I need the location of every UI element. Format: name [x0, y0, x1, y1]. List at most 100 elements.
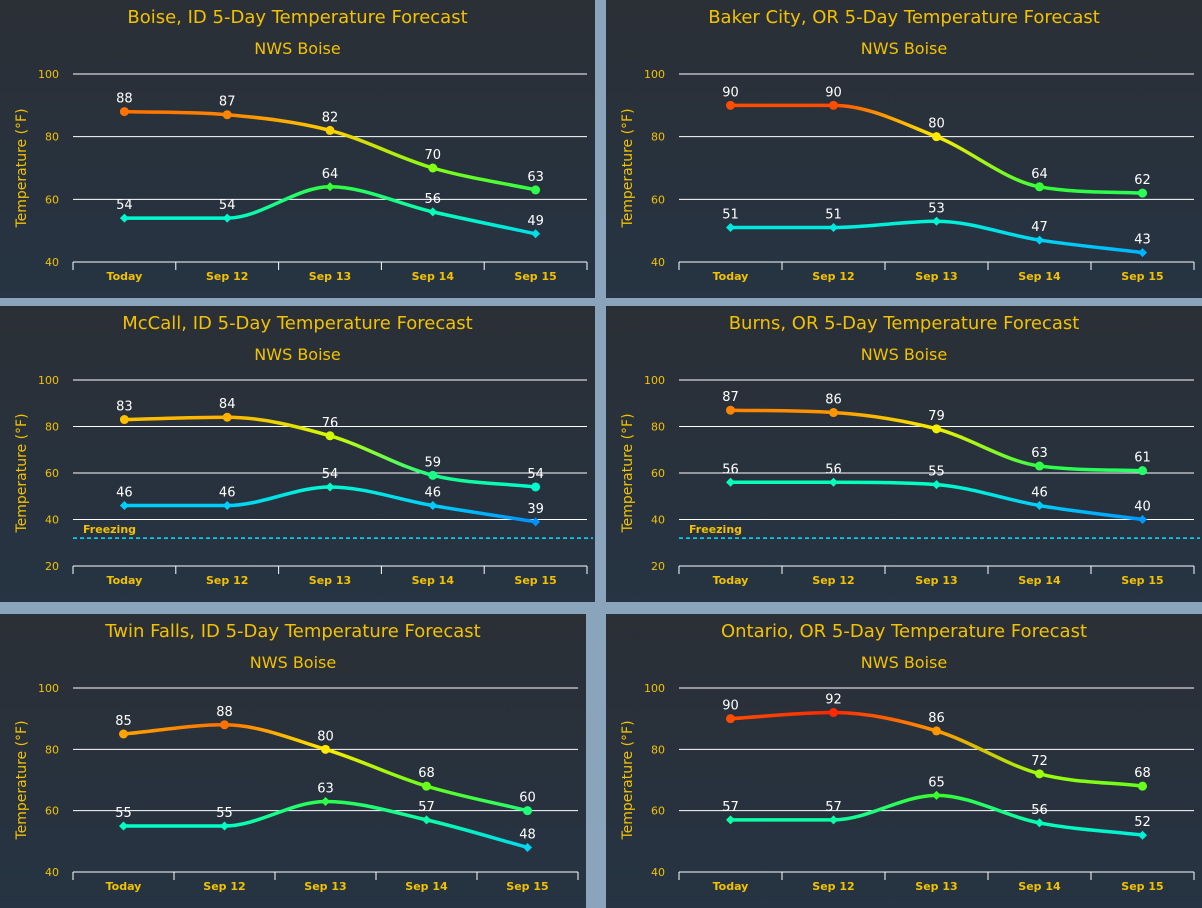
- high-temp-point[interactable]: [531, 185, 541, 195]
- low-temp-line: [121, 799, 530, 850]
- high-temp-point[interactable]: [829, 408, 838, 418]
- low-temp-point[interactable]: [428, 207, 438, 217]
- low-temp-point[interactable]: [325, 182, 335, 192]
- high-temp-point[interactable]: [321, 744, 330, 754]
- high-temp-point[interactable]: [932, 424, 941, 434]
- high-temp-point[interactable]: [726, 405, 735, 415]
- high-temp-label: 70: [425, 148, 442, 163]
- high-temp-point[interactable]: [119, 107, 129, 117]
- high-temp-point[interactable]: [726, 100, 735, 110]
- low-temp-point[interactable]: [220, 821, 229, 831]
- low-temp-point[interactable]: [422, 815, 431, 825]
- high-temp-point[interactable]: [1138, 466, 1147, 476]
- high-temp-label: 84: [219, 397, 236, 412]
- high-temp-point[interactable]: [422, 781, 431, 791]
- low-temp-point[interactable]: [726, 223, 735, 233]
- x-tick-label: Sep 15: [1121, 270, 1163, 283]
- high-temp-point[interactable]: [829, 100, 838, 110]
- chart-subtitle: NWS Boise: [254, 39, 340, 58]
- low-temp-point[interactable]: [1035, 501, 1044, 511]
- low-temp-label: 46: [425, 486, 442, 501]
- low-temp-point[interactable]: [531, 229, 541, 239]
- high-temp-point[interactable]: [932, 132, 941, 142]
- high-temp-label: 86: [928, 711, 945, 726]
- low-temp-point[interactable]: [325, 482, 335, 492]
- high-temp-label: 85: [115, 714, 132, 729]
- low-temp-point[interactable]: [222, 501, 232, 511]
- low-temp-point[interactable]: [829, 223, 838, 233]
- low-temp-point[interactable]: [829, 815, 838, 825]
- x-tick-label: Today: [107, 270, 143, 283]
- high-temp-point[interactable]: [1035, 182, 1044, 192]
- low-temp-point[interactable]: [932, 216, 941, 226]
- high-temp-point[interactable]: [726, 714, 735, 724]
- high-temp-label: 86: [825, 393, 842, 408]
- high-temp-label: 82: [322, 110, 339, 125]
- low-temp-point[interactable]: [932, 790, 941, 800]
- y-tick-label: 80: [651, 743, 665, 756]
- x-tick-label: Today: [713, 574, 749, 587]
- x-tick-label: Sep 12: [812, 270, 854, 283]
- high-temp-point[interactable]: [222, 110, 232, 120]
- x-tick-label: Sep 15: [1121, 574, 1163, 587]
- high-temp-point[interactable]: [222, 412, 232, 422]
- low-temp-point[interactable]: [829, 477, 838, 487]
- low-temp-point[interactable]: [119, 821, 128, 831]
- low-temp-label: 54: [219, 198, 236, 213]
- high-temp-point[interactable]: [829, 708, 838, 718]
- high-temp-point[interactable]: [1035, 461, 1044, 471]
- low-temp-point[interactable]: [119, 501, 129, 511]
- forecast-chart: Baker City, OR 5-Day Temperature Forecas…: [620, 7, 1195, 283]
- low-temp-point[interactable]: [726, 815, 735, 825]
- low-temp-point[interactable]: [726, 477, 735, 487]
- high-temp-point[interactable]: [1035, 769, 1044, 779]
- high-temp-point[interactable]: [428, 470, 438, 480]
- high-temp-point[interactable]: [325, 125, 335, 135]
- high-temp-label: 90: [722, 85, 739, 100]
- low-temp-point[interactable]: [1035, 818, 1044, 828]
- y-tick-label: 40: [651, 866, 665, 879]
- low-temp-point[interactable]: [531, 517, 541, 527]
- high-temp-label: 88: [216, 705, 233, 720]
- low-temp-line: [122, 185, 538, 236]
- low-temp-point[interactable]: [1138, 515, 1147, 524]
- y-tick-label: 80: [651, 421, 665, 434]
- low-temp-point[interactable]: [222, 213, 232, 223]
- high-temp-point[interactable]: [119, 729, 128, 739]
- low-temp-point[interactable]: [1138, 248, 1147, 258]
- low-temp-point[interactable]: [1035, 235, 1044, 245]
- high-temp-point[interactable]: [325, 431, 335, 441]
- high-temp-label: 59: [425, 455, 442, 470]
- y-tick-label: 100: [38, 682, 59, 695]
- high-temp-label: 63: [1031, 446, 1048, 461]
- low-temp-point[interactable]: [119, 213, 129, 223]
- y-tick-label: 60: [651, 805, 665, 818]
- high-temp-point[interactable]: [220, 720, 229, 730]
- low-temp-point[interactable]: [1138, 830, 1147, 840]
- low-temp-label: 46: [219, 486, 236, 501]
- high-temp-point[interactable]: [1138, 781, 1147, 791]
- low-temp-point[interactable]: [523, 842, 532, 852]
- low-temp-point[interactable]: [932, 480, 941, 490]
- x-tick-label: Today: [713, 270, 749, 283]
- high-temp-point[interactable]: [523, 806, 532, 816]
- high-temp-label: 63: [527, 170, 544, 185]
- high-temp-point[interactable]: [531, 482, 541, 492]
- y-axis-label: Temperature (°F): [620, 413, 636, 533]
- x-tick-label: Sep 13: [915, 574, 957, 587]
- x-tick-label: Today: [106, 880, 142, 893]
- high-temp-point[interactable]: [932, 726, 941, 736]
- chart-title: Baker City, OR 5-Day Temperature Forecas…: [708, 7, 1100, 28]
- low-temp-point[interactable]: [321, 796, 330, 806]
- high-temp-point[interactable]: [428, 163, 438, 173]
- x-tick-label: Sep 14: [1018, 270, 1061, 283]
- y-tick-label: 80: [45, 421, 59, 434]
- low-temp-label: 49: [527, 214, 544, 229]
- high-temp-point[interactable]: [119, 415, 129, 425]
- low-temp-point[interactable]: [428, 501, 438, 511]
- low-temp-label: 56: [722, 462, 739, 477]
- low-temp-label: 40: [1134, 500, 1151, 515]
- x-tick-label: Sep 14: [412, 574, 455, 587]
- high-temp-point[interactable]: [1138, 188, 1147, 198]
